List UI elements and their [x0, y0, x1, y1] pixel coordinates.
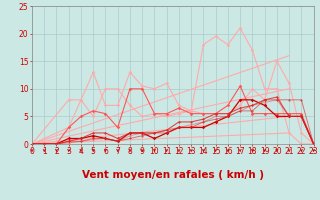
- X-axis label: Vent moyen/en rafales ( km/h ): Vent moyen/en rafales ( km/h ): [82, 170, 264, 180]
